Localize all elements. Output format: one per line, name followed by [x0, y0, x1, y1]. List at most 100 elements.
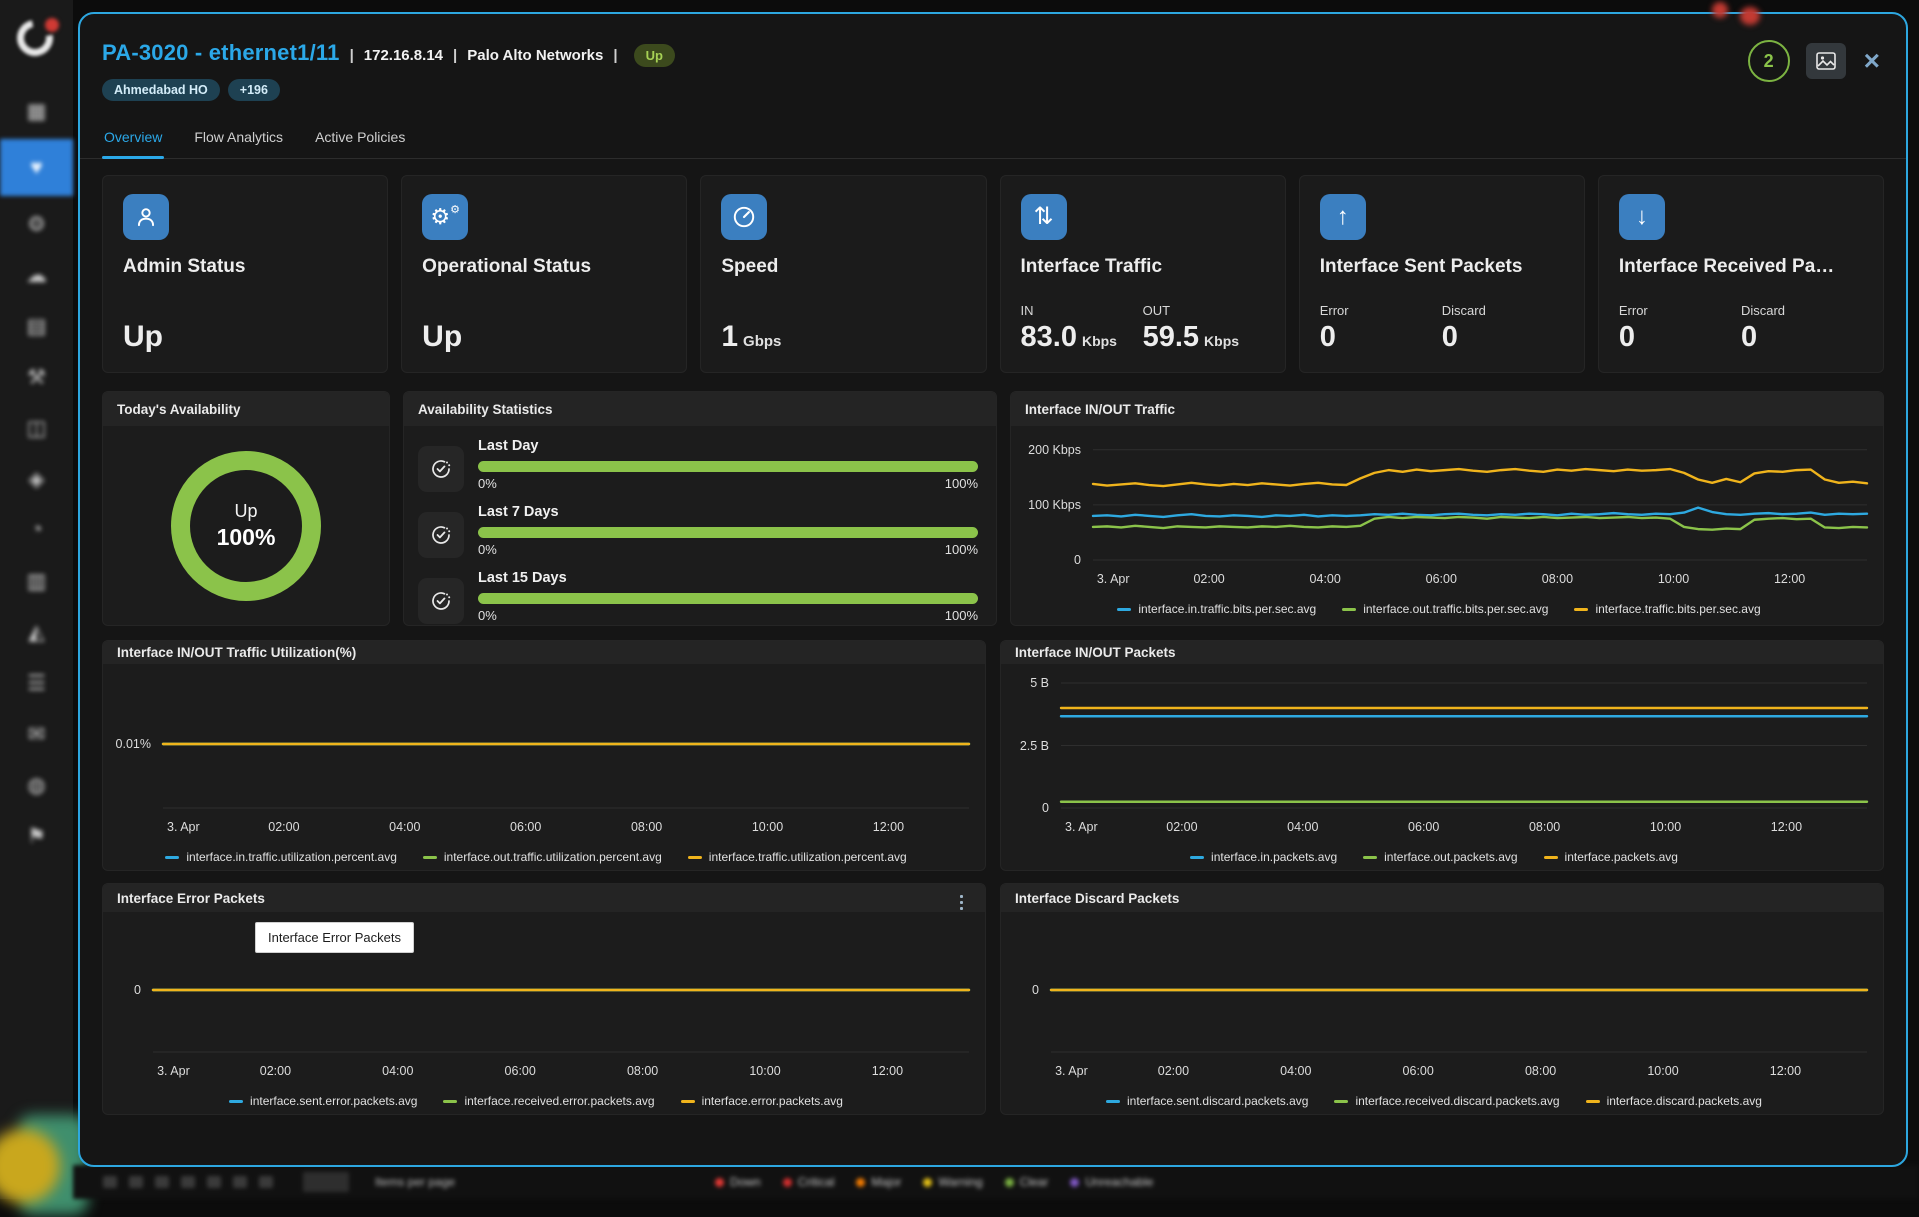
admin-status-card: Admin Status Up [102, 175, 388, 373]
received-discard-metric: Discard 0 [1741, 303, 1863, 354]
pagination-item[interactable] [233, 1176, 247, 1188]
sidebar-item-logs[interactable]: ▥ [0, 558, 73, 604]
pagination-item[interactable] [155, 1176, 169, 1188]
alert-count-badge[interactable]: 2 [1748, 40, 1790, 82]
sidebar-item-analytics[interactable]: ◭ [0, 609, 73, 655]
sidebar-item-messages[interactable]: ✉ [0, 711, 73, 757]
tab-active-policies[interactable]: Active Policies [313, 121, 407, 158]
pagination-item[interactable] [103, 1176, 117, 1188]
x-axis-tick: 06:00 [1408, 820, 1439, 834]
page-title: PA-3020 - ethernet1/11 [102, 40, 340, 66]
interface-sent-packets-card: ↑ Interface Sent Packets Error 0 Discard… [1299, 175, 1585, 373]
tab-flow-analytics[interactable]: Flow Analytics [192, 121, 285, 158]
legend-item: interface.in.traffic.bits.per.sec.avg [1117, 602, 1316, 616]
app-logo-icon[interactable] [17, 20, 57, 60]
sidebar-item-monitor-active[interactable]: ♥ [0, 139, 73, 196]
stat-cards-row: Admin Status Up ⚙⚙ Operational Status Up… [102, 175, 1884, 373]
line-chart-plot[interactable] [1093, 442, 1867, 560]
close-icon[interactable]: × [1862, 47, 1882, 75]
sidebar-item-topology[interactable]: ◈ [0, 456, 73, 502]
status-badge: Up [634, 44, 675, 67]
pagination-item[interactable] [129, 1176, 143, 1188]
arrow-up-icon: ↑ [1320, 194, 1366, 240]
sidebar-item-agents[interactable]: ◍ [0, 762, 73, 808]
arrow-down-icon: ↓ [1619, 194, 1665, 240]
todays-availability-card: Today's Availability Up 100% [102, 391, 390, 626]
x-axis-tick: 08:00 [1542, 572, 1573, 586]
legend-item: interface.out.packets.avg [1363, 850, 1517, 864]
location-chip[interactable]: Ahmedabad HO [102, 79, 220, 101]
x-axis-tick: 12:00 [1771, 820, 1802, 834]
sidebar-item-devices[interactable]: ◫ [0, 405, 73, 451]
x-axis-tick: 08:00 [1525, 1064, 1556, 1078]
notification-dot [45, 18, 59, 32]
legend-item: interface.in.traffic.utilization.percent… [165, 850, 397, 864]
x-axis-tick: 10:00 [749, 1064, 780, 1078]
tab-overview[interactable]: Overview [102, 121, 164, 158]
interface-received-packets-card: ↓ Interface Received Pa… Error 0 Discard… [1598, 175, 1884, 373]
x-axis-tick: 04:00 [389, 820, 420, 834]
sidebar-item-tools[interactable]: ⚒ [0, 354, 73, 400]
y-axis-tick: 2.5 B [1020, 739, 1049, 753]
status-legend-unreachable: Unreachable [1070, 1175, 1153, 1189]
x-axis-tick: 02:00 [1166, 820, 1197, 834]
x-axis-tick: 3. Apr [1097, 572, 1130, 586]
kebab-menu-icon[interactable] [954, 893, 969, 912]
interface-error-packets-chart: Interface Error Packets Interface Error … [102, 883, 986, 1115]
x-axis-tick: 12:00 [872, 1064, 903, 1078]
x-axis-tick: 02:00 [268, 820, 299, 834]
gear-icon: ⚙⚙ [422, 194, 468, 240]
availability-row-label: Last 15 Days [478, 570, 978, 586]
pagination-item[interactable] [259, 1176, 273, 1188]
sidebar-item-admin[interactable]: ⚑ [0, 813, 73, 859]
more-tags-chip[interactable]: +196 [228, 79, 280, 101]
sidebar-item-inventory[interactable]: ▤ [0, 303, 73, 349]
image-icon [1816, 52, 1836, 70]
line-chart-plot[interactable] [1061, 680, 1867, 808]
sidebar-item-grid[interactable]: ▦ [0, 88, 73, 134]
line-chart-plot[interactable] [1051, 928, 1867, 1052]
x-axis-tick: 12:00 [873, 820, 904, 834]
y-axis-tick: 0.01% [116, 737, 151, 751]
pagination-item[interactable] [207, 1176, 221, 1188]
y-axis-tick: 100 Kbps [1028, 498, 1081, 512]
status-legend-warning: Warning [923, 1175, 982, 1189]
chart-tooltip: Interface Error Packets [255, 922, 414, 953]
x-axis-tick: 02:00 [260, 1064, 291, 1078]
x-axis-tick: 04:00 [382, 1064, 413, 1078]
availability-bar [478, 527, 978, 538]
page-size-select[interactable] [303, 1172, 349, 1192]
chart-legend: interface.sent.error.packets.avg interfac… [103, 1094, 969, 1108]
legend-item: interface.sent.discard.packets.avg [1106, 1094, 1308, 1108]
x-axis-tick: 12:00 [1770, 1064, 1801, 1078]
screenshot-button[interactable] [1806, 43, 1846, 79]
x-axis-tick: 10:00 [752, 820, 783, 834]
legend-item: interface.sent.error.packets.avg [229, 1094, 417, 1108]
x-axis-tick: 10:00 [1647, 1064, 1678, 1078]
line-chart-plot[interactable] [163, 680, 969, 808]
pagination-item[interactable] [181, 1176, 195, 1188]
sidebar-item-menu[interactable]: ☰ [0, 660, 73, 706]
legend-item: interface.received.error.packets.avg [443, 1094, 654, 1108]
status-legend-critical: Critical [783, 1175, 835, 1189]
legend-item: interface.out.traffic.bits.per.sec.avg [1342, 602, 1548, 616]
x-axis-tick: 08:00 [631, 820, 662, 834]
x-axis-tick: 06:00 [510, 820, 541, 834]
x-axis-tick: 12:00 [1774, 572, 1805, 586]
alert-dot-1 [1712, 2, 1728, 18]
y-axis-tick: 0 [1074, 553, 1081, 567]
sent-error-metric: Error 0 [1320, 303, 1442, 354]
sidebar-item-reports[interactable]: ◔ [0, 507, 73, 553]
x-axis-tick: 06:00 [1426, 572, 1457, 586]
x-axis-tick: 08:00 [627, 1064, 658, 1078]
sidebar-item-settings[interactable]: ⚙ [0, 201, 73, 247]
legend-item: interface.error.packets.avg [681, 1094, 843, 1108]
x-axis-tick: 10:00 [1650, 820, 1681, 834]
clock-check-icon [418, 446, 464, 492]
legend-item: interface.packets.avg [1544, 850, 1678, 864]
sidebar-item-cloud[interactable]: ☁ [0, 252, 73, 298]
